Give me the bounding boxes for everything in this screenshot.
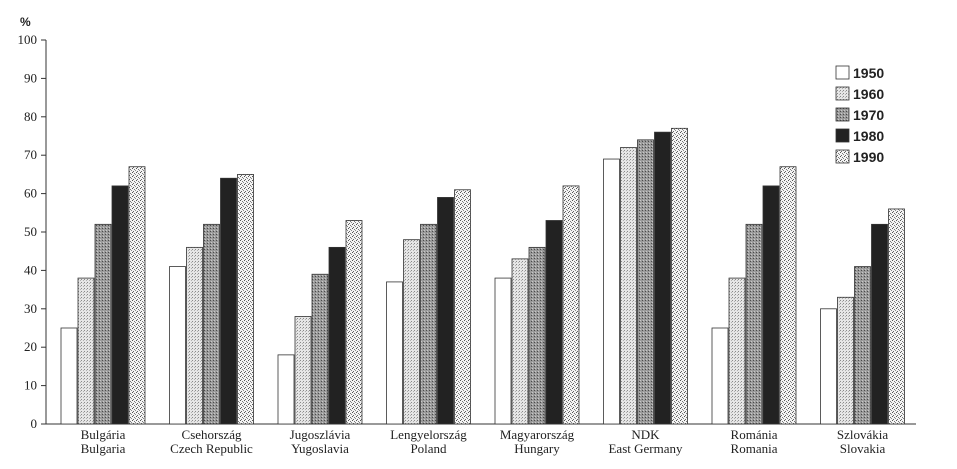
bar-1990 [779, 166, 797, 425]
bar-1970 [311, 273, 329, 425]
bar-1950 [820, 308, 837, 425]
bar-1970 [637, 139, 654, 425]
bar-1980 [654, 131, 671, 425]
bar-1950 [711, 327, 729, 425]
y-tick-label: 0 [31, 416, 38, 431]
y-tick-label: 40 [24, 262, 37, 277]
y-tick-label: 80 [24, 109, 37, 124]
category-label: Szlovákia [837, 427, 888, 442]
y-tick-label: 100 [18, 32, 38, 47]
bar-1970 [420, 223, 437, 425]
bar-1950 [60, 327, 78, 425]
category-label-english: Bulgaria [81, 441, 126, 456]
bar-1980 [220, 177, 237, 425]
y-axis-ticks: 0 10 20 30 40 50 60 70 80 90 100 [18, 32, 46, 431]
category-label: Lengyelország [390, 427, 467, 442]
legend: 1950 1960 1970 1980 1990 [835, 65, 884, 165]
bar-1970 [203, 223, 220, 425]
bar-1960 [403, 239, 420, 425]
y-tick-label: 20 [24, 339, 37, 354]
legend-swatch-1960 [835, 86, 850, 101]
bar-series-group [60, 127, 905, 425]
category-label: NDK [631, 427, 660, 442]
bar-1990 [888, 208, 905, 425]
bar-1990 [345, 220, 363, 425]
legend-label-1950: 1950 [853, 65, 884, 81]
bar-1980 [437, 197, 454, 425]
bar-1960 [294, 316, 312, 425]
bar-1960 [620, 147, 637, 425]
category-label-english: Romania [731, 441, 778, 456]
bar-1960 [837, 296, 854, 425]
bar-1990 [671, 127, 688, 425]
bar-1960 [728, 277, 746, 425]
bar-1980 [545, 220, 563, 425]
category-label-english: East Germany [608, 441, 683, 456]
category-label-english: Czech Republic [170, 441, 253, 456]
bar-1980 [871, 223, 888, 425]
y-axis-unit-label: % [20, 15, 31, 29]
y-tick-label: 60 [24, 186, 37, 201]
bar-1990 [454, 189, 471, 425]
legend-swatch-1970 [835, 107, 850, 122]
legend-label-1970: 1970 [853, 107, 884, 123]
bar-1970 [745, 223, 763, 425]
bar-1990 [128, 166, 146, 425]
y-tick-label: 30 [24, 301, 37, 316]
bar-1990 [237, 173, 254, 425]
bar-1960 [186, 246, 203, 425]
legend-swatch-1950 [835, 65, 850, 80]
category-label-english: Yugoslavia [291, 441, 349, 456]
category-label: Magyarország [500, 427, 575, 442]
y-tick-label: 90 [24, 70, 37, 85]
bar-1970 [94, 223, 112, 425]
bar-1960 [511, 258, 529, 425]
bar-1980 [328, 246, 346, 425]
bar-1980 [111, 185, 129, 425]
category-label: Jugoszlávia [290, 427, 351, 442]
bar-1970 [528, 246, 546, 425]
legend-swatch-1990 [835, 149, 850, 164]
legend-label-1960: 1960 [853, 86, 884, 102]
bar-1950 [494, 277, 512, 425]
bar-1960 [77, 277, 95, 425]
y-tick-label: 10 [24, 378, 37, 393]
y-tick-label: 50 [24, 224, 37, 239]
bar-1950 [386, 281, 403, 425]
category-label: Csehország [182, 427, 242, 442]
category-label-english: Poland [410, 441, 447, 456]
category-label: Bulgária [81, 427, 126, 442]
bar-1980 [762, 185, 780, 425]
y-tick-label: 70 [24, 147, 37, 162]
legend-label-1980: 1980 [853, 128, 884, 144]
bar-1950 [169, 266, 186, 425]
bar-1950 [603, 158, 620, 425]
bar-1950 [277, 354, 295, 425]
category-label-english: Slovakia [840, 441, 886, 456]
category-label-english: Hungary [514, 441, 560, 456]
bar-1990 [562, 185, 580, 425]
legend-swatch-1980 [835, 128, 850, 143]
category-label: Románia [731, 427, 778, 442]
legend-label-1990: 1990 [853, 149, 884, 165]
bar-1970 [854, 266, 871, 425]
